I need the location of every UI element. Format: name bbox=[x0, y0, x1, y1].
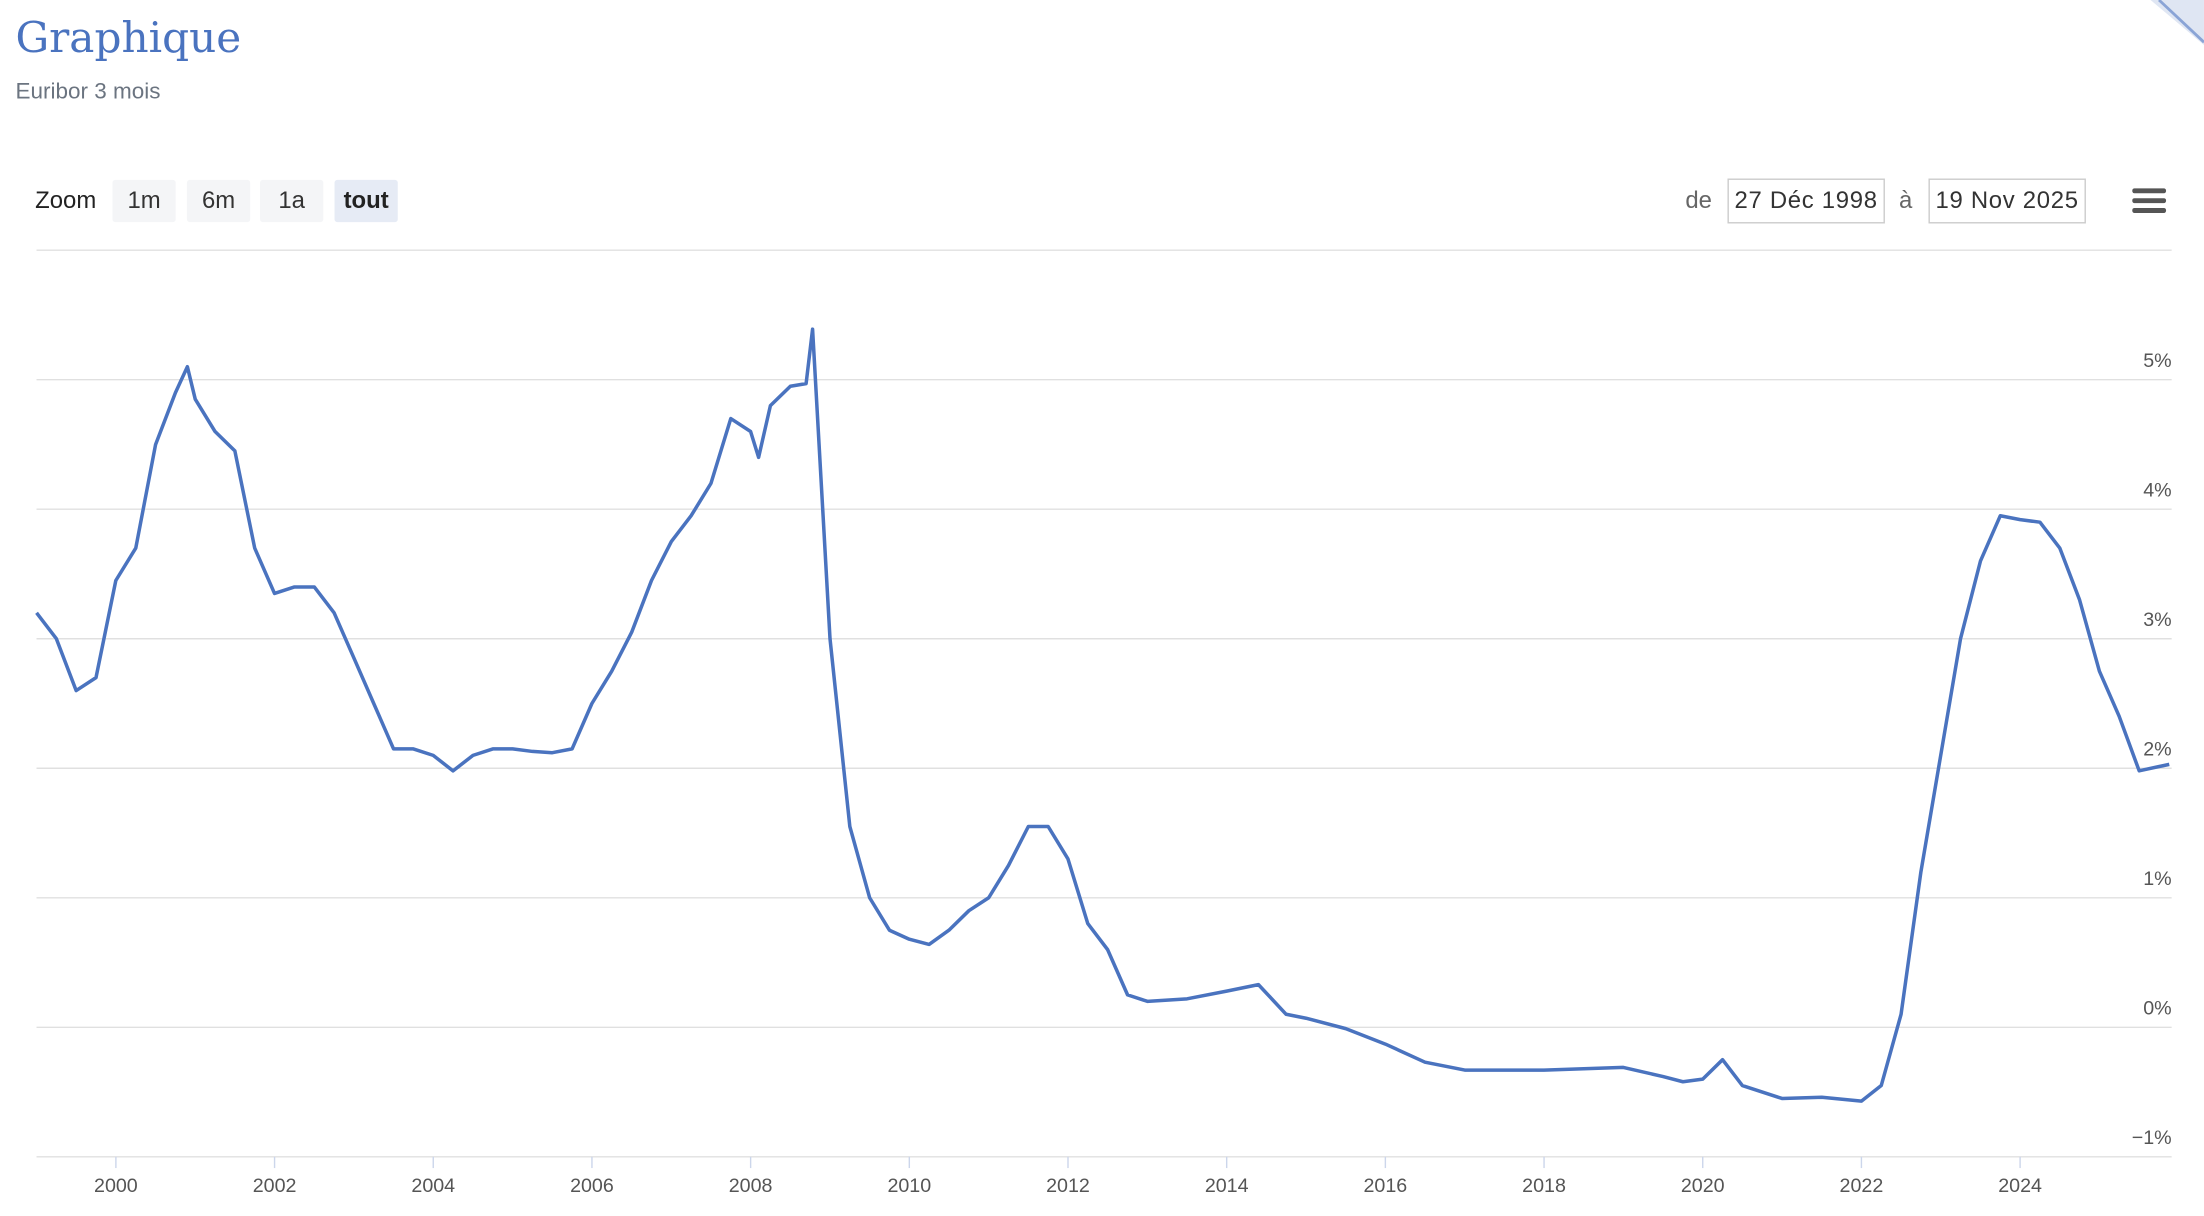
y-tick-label: 2% bbox=[2143, 739, 2171, 761]
x-tick-label: 2014 bbox=[1205, 1175, 1249, 1197]
x-tick-label: 2002 bbox=[253, 1175, 297, 1197]
corner-decoration bbox=[2158, 0, 2204, 44]
zoom-button[interactable]: 1a bbox=[260, 179, 324, 223]
zoom-label: Zoom bbox=[35, 186, 97, 214]
title: Graphique bbox=[15, 14, 242, 64]
menu-bar bbox=[2132, 198, 2167, 204]
date-input-from[interactable]: 27 Déc 1998 bbox=[1727, 178, 1885, 224]
y-tick-label: 4% bbox=[2143, 480, 2171, 502]
menu-button[interactable] bbox=[2132, 188, 2167, 213]
range-to-label: à bbox=[1898, 186, 1913, 214]
menu-bar bbox=[2132, 188, 2167, 194]
y-tick-label: 3% bbox=[2143, 609, 2171, 631]
range-from-label: de bbox=[1685, 186, 1712, 214]
x-tick-label: 2010 bbox=[887, 1175, 931, 1197]
y-tick-label: 5% bbox=[2143, 350, 2171, 372]
zoom-button[interactable]: 6m bbox=[186, 179, 251, 223]
x-tick-label: 2020 bbox=[1681, 1175, 1725, 1197]
subtitle: Euribor 3 mois bbox=[15, 80, 161, 105]
x-tick-label: 2022 bbox=[1840, 1175, 1884, 1197]
corner-decoration bbox=[2150, 0, 2204, 45]
x-tick-label: 2016 bbox=[1364, 1175, 1408, 1197]
y-tick-label: 0% bbox=[2143, 998, 2171, 1020]
x-tick-label: 2000 bbox=[94, 1175, 138, 1197]
x-tick-label: 2018 bbox=[1522, 1175, 1566, 1197]
x-tick-label: 2008 bbox=[729, 1175, 773, 1197]
x-tick-label: 2012 bbox=[1046, 1175, 1090, 1197]
y-tick-label: 1% bbox=[2143, 868, 2171, 890]
x-tick-label: 2004 bbox=[411, 1175, 455, 1197]
menu-bar bbox=[2132, 208, 2167, 213]
zoom-button[interactable]: tout bbox=[334, 179, 398, 223]
line-series bbox=[35, 327, 2170, 1103]
x-tick-label: 2024 bbox=[1998, 1175, 2042, 1197]
x-tick-label: 2006 bbox=[570, 1175, 614, 1197]
date-input-to[interactable]: 19 Nov 2025 bbox=[1928, 178, 2086, 224]
y-tick-label: −1% bbox=[2132, 1127, 2172, 1149]
zoom-button[interactable]: 1m bbox=[112, 179, 176, 223]
